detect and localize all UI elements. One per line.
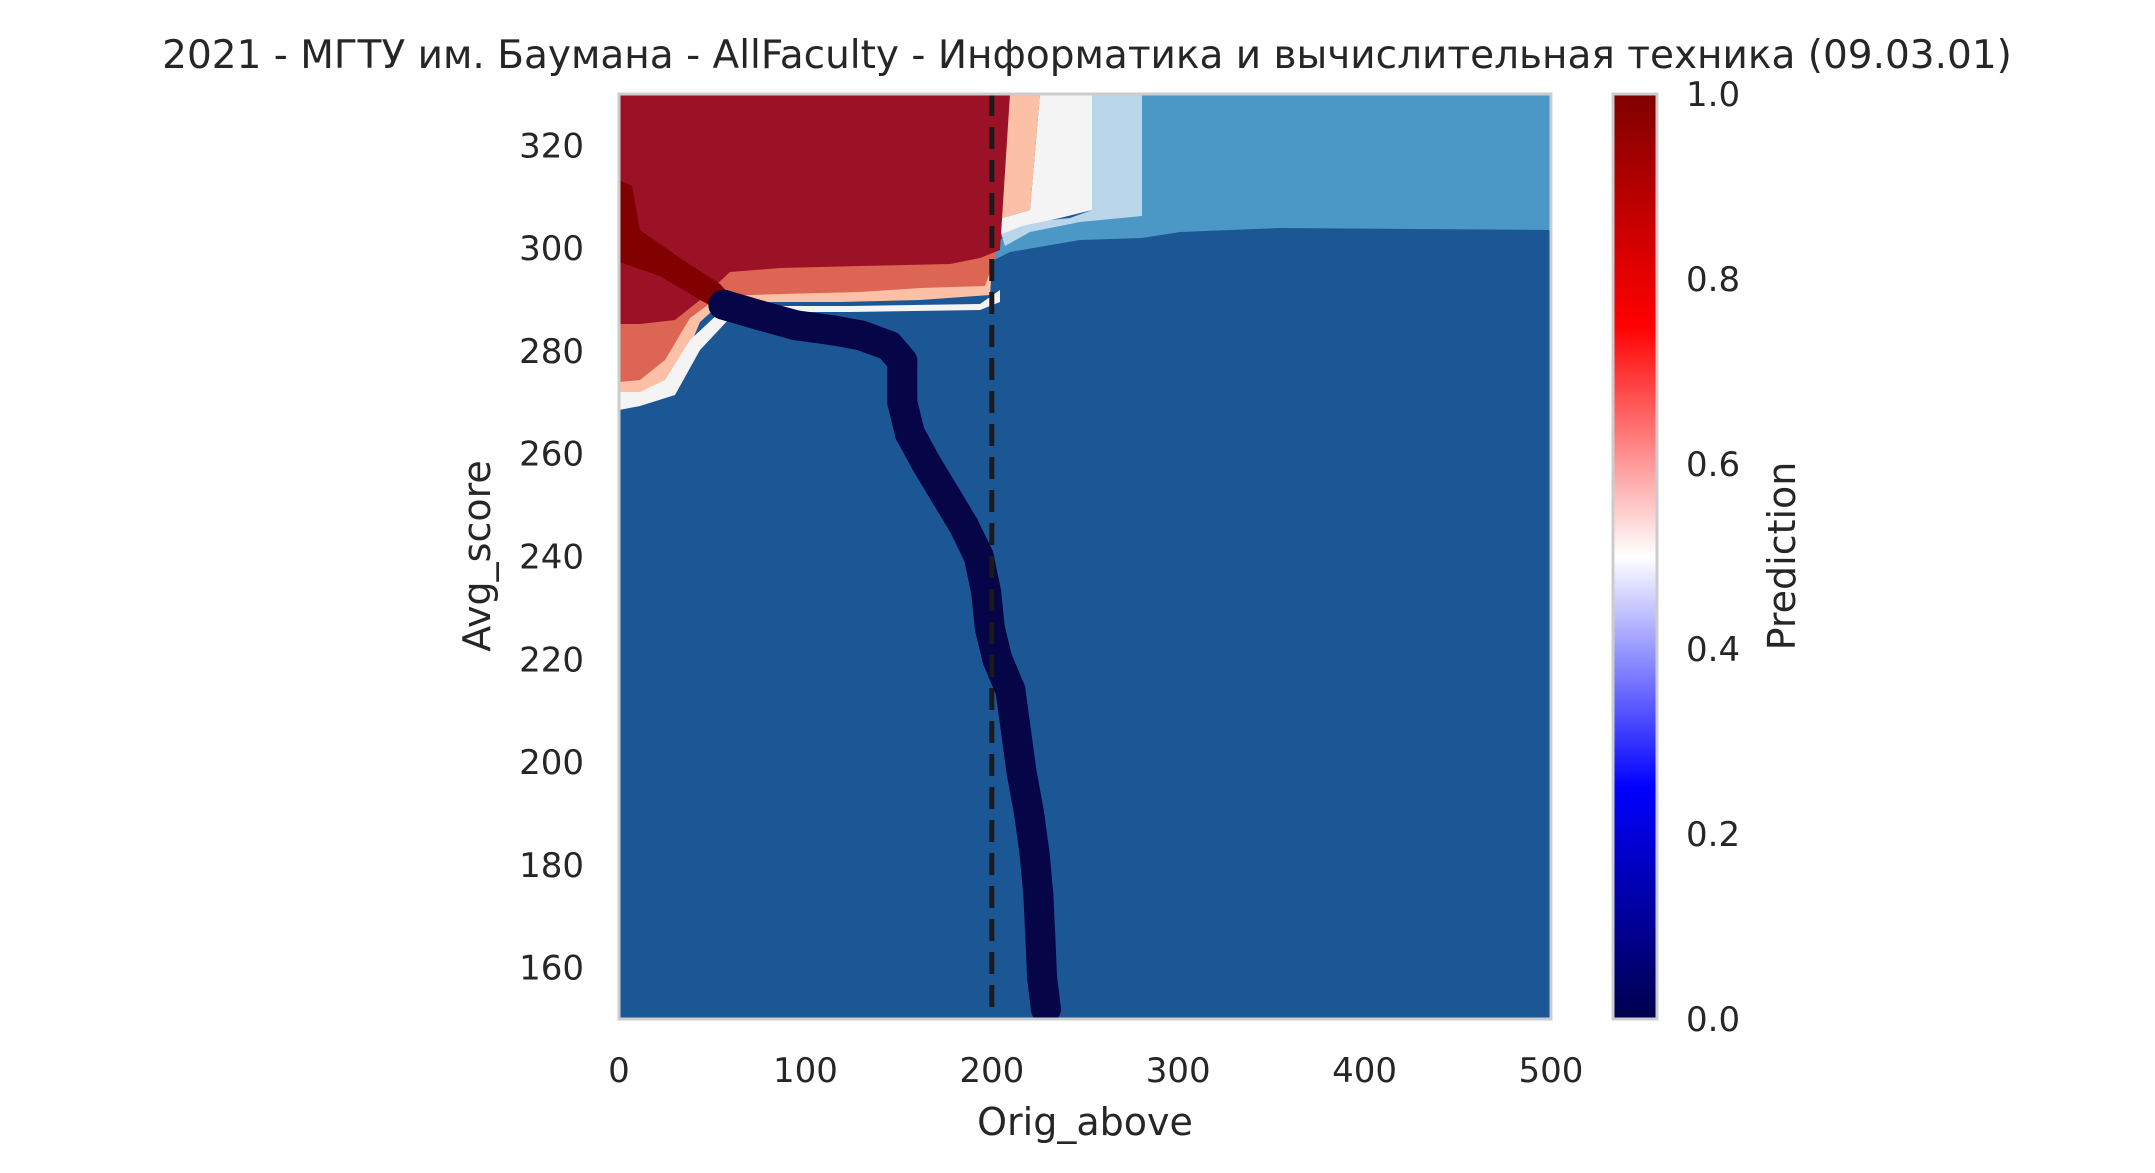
trajectory-point [1030, 993, 1061, 1019]
x-tick-label: 500 [1519, 1051, 1584, 1091]
trajectory-point [1019, 839, 1050, 870]
trajectory-point [818, 315, 849, 346]
trajectory-point [963, 541, 994, 572]
trajectory-point [887, 346, 918, 377]
colorbar-tick-label: 0.8 [1686, 260, 1740, 300]
trajectory-point [708, 289, 739, 320]
x-tick-label: 300 [1146, 1051, 1211, 1091]
y-tick-label: 200 [519, 743, 584, 783]
y-tick-label: 220 [519, 640, 584, 680]
trajectory-point [743, 299, 774, 330]
trajectory-point [781, 310, 812, 341]
colorbar-tick-label: 0.2 [1686, 815, 1740, 855]
trajectory-point [1023, 880, 1054, 911]
region-edge [619, 290, 1000, 410]
x-axis-label: Orig_above [977, 1100, 1193, 1144]
y-axis-label: Avg_score [455, 460, 499, 651]
trajectory-point [982, 644, 1013, 675]
trajectory-point [1006, 757, 1037, 788]
y-axis-ticks: 160 180 200 220 240 260 280 300 320 [519, 126, 584, 988]
trajectory-point [894, 418, 925, 449]
y-tick-label: 260 [519, 435, 584, 475]
colorbar [1611, 92, 1659, 1021]
x-tick-label: 100 [773, 1051, 838, 1091]
y-tick-label: 300 [519, 229, 584, 269]
trajectory-point [1001, 716, 1032, 747]
colorbar-label: Prediction [1760, 462, 1804, 651]
x-axis-ticks: 0 100 200 300 400 500 [608, 1051, 1583, 1091]
trajectory-point [930, 479, 961, 510]
region-white [995, 94, 1092, 234]
y-tick-label: 180 [519, 846, 584, 886]
x-tick-label: 400 [1332, 1051, 1397, 1091]
y-tick-label: 320 [519, 126, 584, 166]
colorbar-ticks: 0.0 0.2 0.4 0.6 0.8 1.0 [1686, 75, 1740, 1040]
y-tick-label: 240 [519, 538, 584, 578]
trajectory-point [846, 320, 877, 351]
x-tick-label: 200 [959, 1051, 1024, 1091]
region-upper-right [990, 94, 1551, 262]
chart-title: 2021 - МГТУ им. Баумана - AllFaculty - И… [162, 33, 2012, 78]
trajectory-point [887, 387, 918, 418]
trajectory [708, 289, 1061, 1019]
trajectory-point [1027, 962, 1058, 993]
plot-frame [617, 92, 1553, 1021]
y-tick-label: 280 [519, 332, 584, 372]
y-tick-label: 160 [519, 949, 584, 989]
colorbar-tick-label: 0.4 [1686, 630, 1740, 670]
trajectory-point [1025, 921, 1056, 952]
region-high [619, 94, 1010, 324]
colorbar-tick-label: 0.6 [1686, 445, 1740, 485]
trajectory-point [1014, 798, 1045, 829]
colorbar-tick-label: 0.0 [1686, 1000, 1740, 1040]
region-top [619, 180, 740, 318]
trajectory-point [995, 675, 1026, 706]
trajectory-point [948, 510, 979, 541]
x-tick-label: 0 [608, 1051, 630, 1091]
trajectory-point [971, 577, 1002, 608]
colorbar-tick-label: 1.0 [1686, 75, 1740, 115]
region-light-blue [1000, 94, 1142, 246]
plot-area [619, 94, 1551, 1019]
trajectory-point [911, 449, 942, 479]
